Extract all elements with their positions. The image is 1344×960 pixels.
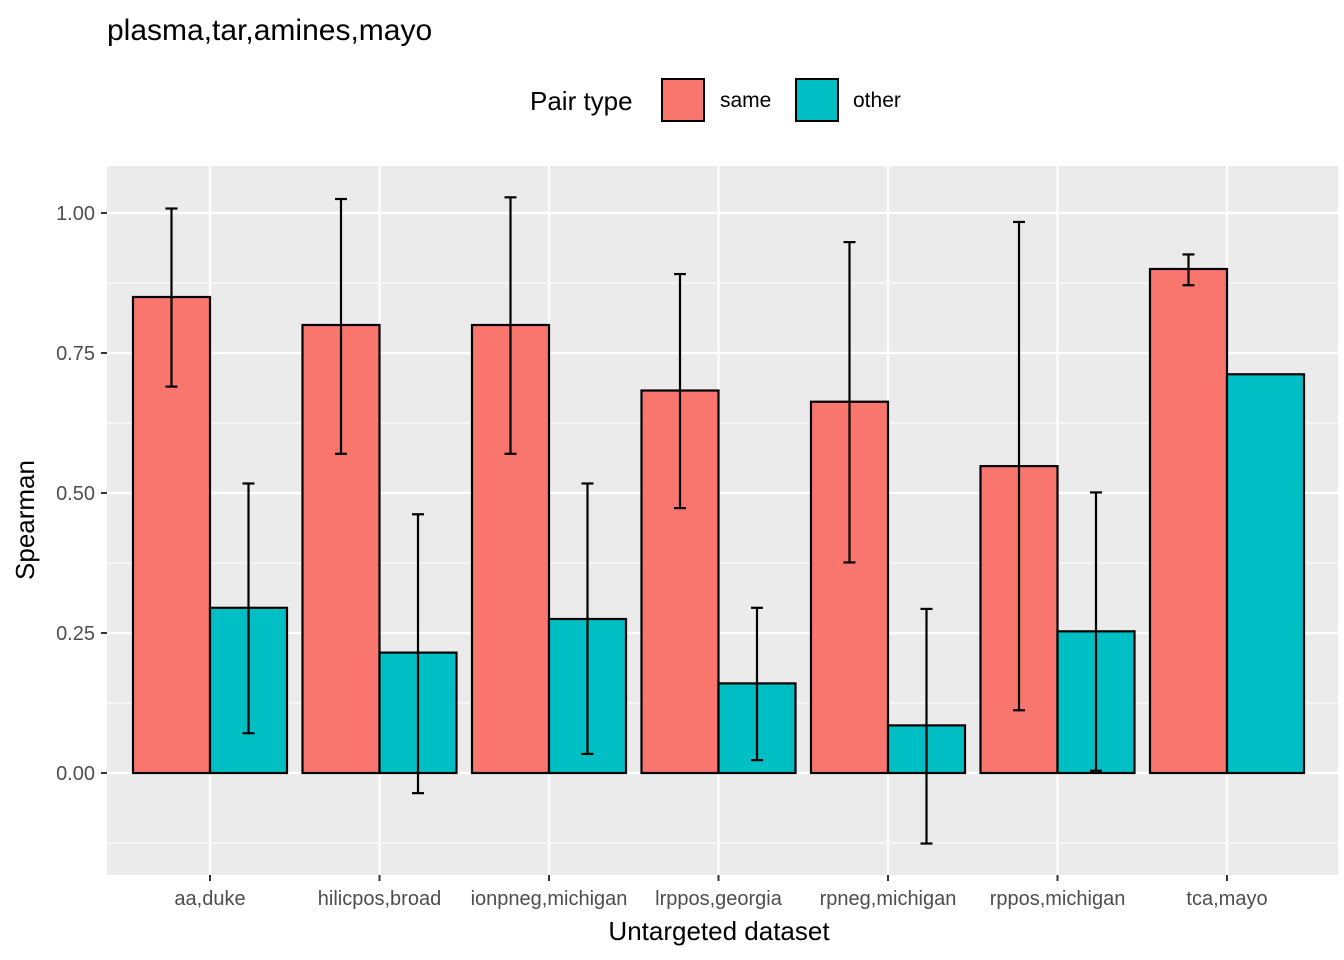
errorbar-other-aa-duke <box>242 482 255 735</box>
legend: Pair type same other <box>530 78 901 122</box>
errorbar-same-rpneg-michigan <box>843 241 856 564</box>
x-axis: aa,duke hilicpos,broad ionpneg,michigan lrp… <box>174 875 1268 910</box>
bar-other-tca-mayo <box>1225 373 1306 775</box>
error-bars <box>165 196 1195 845</box>
x-tick-label: ionpneg,michigan <box>471 888 628 910</box>
y-tick-label: 1.00 <box>56 203 95 225</box>
legend-key-same <box>661 78 705 122</box>
bar-same-ionpneg-michigan <box>470 323 551 775</box>
x-axis-title: Untargeted dataset <box>608 916 830 946</box>
x-tick-label: tca,mayo <box>1186 888 1267 910</box>
x-tick-label: rppos,michigan <box>990 888 1126 910</box>
errorbar-same-ionpneg-michigan <box>504 196 517 455</box>
x-tick-label: aa,duke <box>174 888 245 910</box>
y-tick-label: 0.75 <box>56 343 95 365</box>
bar-same-tca-mayo <box>1148 267 1229 775</box>
x-tick-label: lrppos,georgia <box>655 888 783 910</box>
errorbar-other-rpneg-michigan <box>920 607 933 845</box>
x-tick-label: rpneg,michigan <box>820 888 957 910</box>
errorbar-same-lrppos-georgia <box>674 272 686 510</box>
legend-label-same: same <box>720 89 771 112</box>
x-tick-label: hilicpos,broad <box>318 888 441 910</box>
errorbar-other-ionpneg-michigan <box>581 482 594 756</box>
errorbar-same-rppos-michigan <box>1013 220 1025 712</box>
legend-label-other: other <box>853 89 901 112</box>
y-axis: 0.00 0.25 0.50 0.75 1.00 <box>56 203 107 785</box>
legend-title: Pair type <box>530 86 633 116</box>
y-tick-label: 0.25 <box>56 623 95 645</box>
errorbar-other-lrppos-georgia <box>751 606 763 762</box>
errorbar-same-tca-mayo <box>1182 253 1195 287</box>
y-axis-title: Spearman <box>10 460 40 580</box>
bars <box>131 267 1306 775</box>
errorbar-same-hilicpos-broad <box>335 197 347 455</box>
errorbar-other-hilicpos-broad <box>412 513 424 795</box>
errorbar-same-aa-duke <box>165 207 178 388</box>
y-tick-label: 0.00 <box>56 763 95 785</box>
errorbar-other-rppos-michigan <box>1090 491 1102 772</box>
legend-key-other <box>795 78 839 122</box>
y-tick-label: 0.50 <box>56 483 95 505</box>
chart-title: plasma,tar,amines,mayo <box>107 14 432 47</box>
